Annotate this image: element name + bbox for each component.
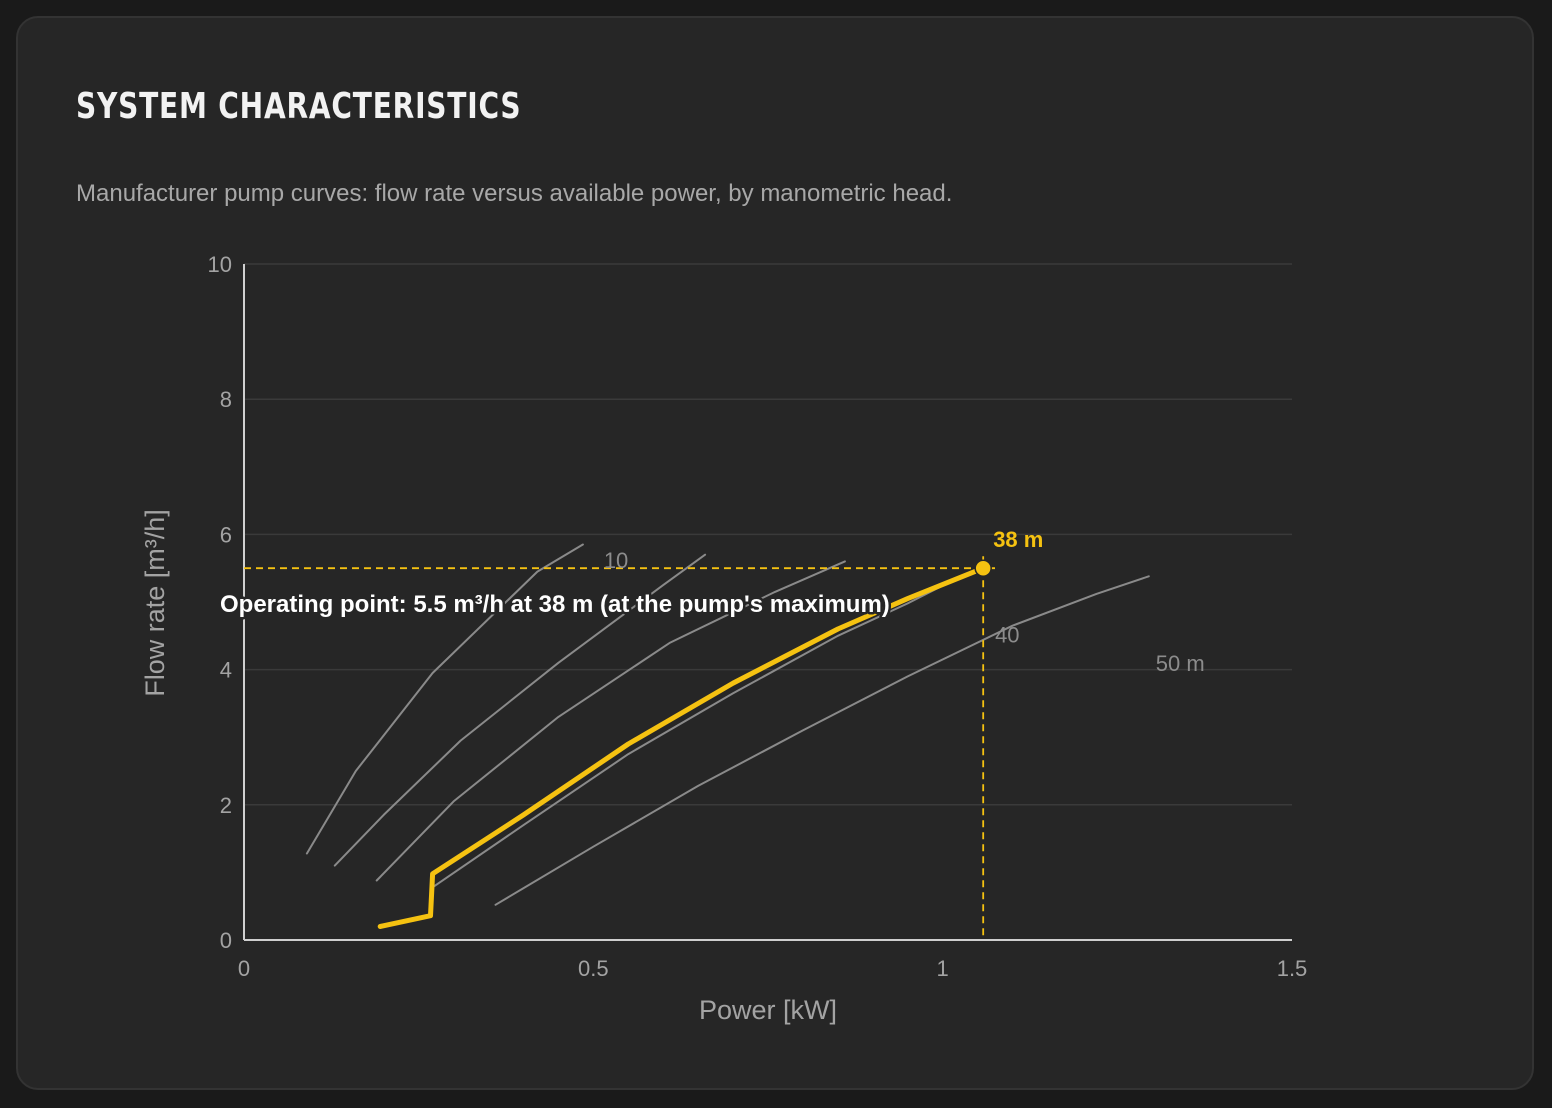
selected-curve bbox=[377, 559, 992, 929]
chart-title: SYSTEM CHARACTERISTICS bbox=[76, 86, 522, 127]
y-tick-label: 10 bbox=[208, 252, 232, 277]
grid-lines bbox=[244, 263, 1292, 806]
operating-head-label: 38 m bbox=[993, 527, 1043, 552]
pump-curve-1 bbox=[305, 543, 584, 855]
curve-label: 50 m bbox=[1156, 651, 1205, 676]
axes: 0 2 4 6 8 10 0 0.5 1 1.5 Power [kW] Flow rate [m³/h… bbox=[140, 252, 1307, 1025]
y-tick-label: 6 bbox=[220, 522, 232, 547]
curve-label: 10 bbox=[604, 548, 628, 573]
pump-curve-4 bbox=[431, 574, 965, 889]
selected-pump-curve bbox=[377, 565, 986, 929]
operating-point-annotation: Operating point: 5.5 m³/h at 38 m (at th… bbox=[220, 591, 890, 618]
pump-curve-2 bbox=[333, 553, 707, 867]
chart-card: SYSTEM CHARACTERISTICS Manufacturer pump… bbox=[16, 16, 1534, 1090]
pump-curve-3 bbox=[375, 560, 846, 882]
operating-point-marker[interactable] bbox=[974, 559, 992, 577]
y-tick-label: 8 bbox=[220, 387, 232, 412]
x-tick-label: 0 bbox=[238, 956, 250, 981]
y-axis-title: Flow rate [m³/h] bbox=[140, 509, 170, 697]
pump-curves bbox=[305, 543, 1150, 906]
y-tick-label: 4 bbox=[220, 658, 232, 683]
y-tick-label: 0 bbox=[220, 928, 232, 953]
x-tick-label: 1.5 bbox=[1277, 956, 1308, 981]
pump-curve-5 bbox=[494, 575, 1150, 906]
curve-label: 40 bbox=[995, 623, 1019, 648]
chart-subtitle: Manufacturer pump curves: flow rate vers… bbox=[76, 180, 953, 207]
x-tick-label: 1 bbox=[937, 956, 949, 981]
x-tick-label: 0.5 bbox=[578, 956, 609, 981]
x-axis-title: Power [kW] bbox=[699, 995, 837, 1025]
operating-point-guides bbox=[244, 556, 996, 940]
chart-labels: 10 40 50 m 38 m Operating point: 5.5 m³/h at… bbox=[218, 527, 1205, 676]
y-tick-label: 2 bbox=[220, 793, 232, 818]
